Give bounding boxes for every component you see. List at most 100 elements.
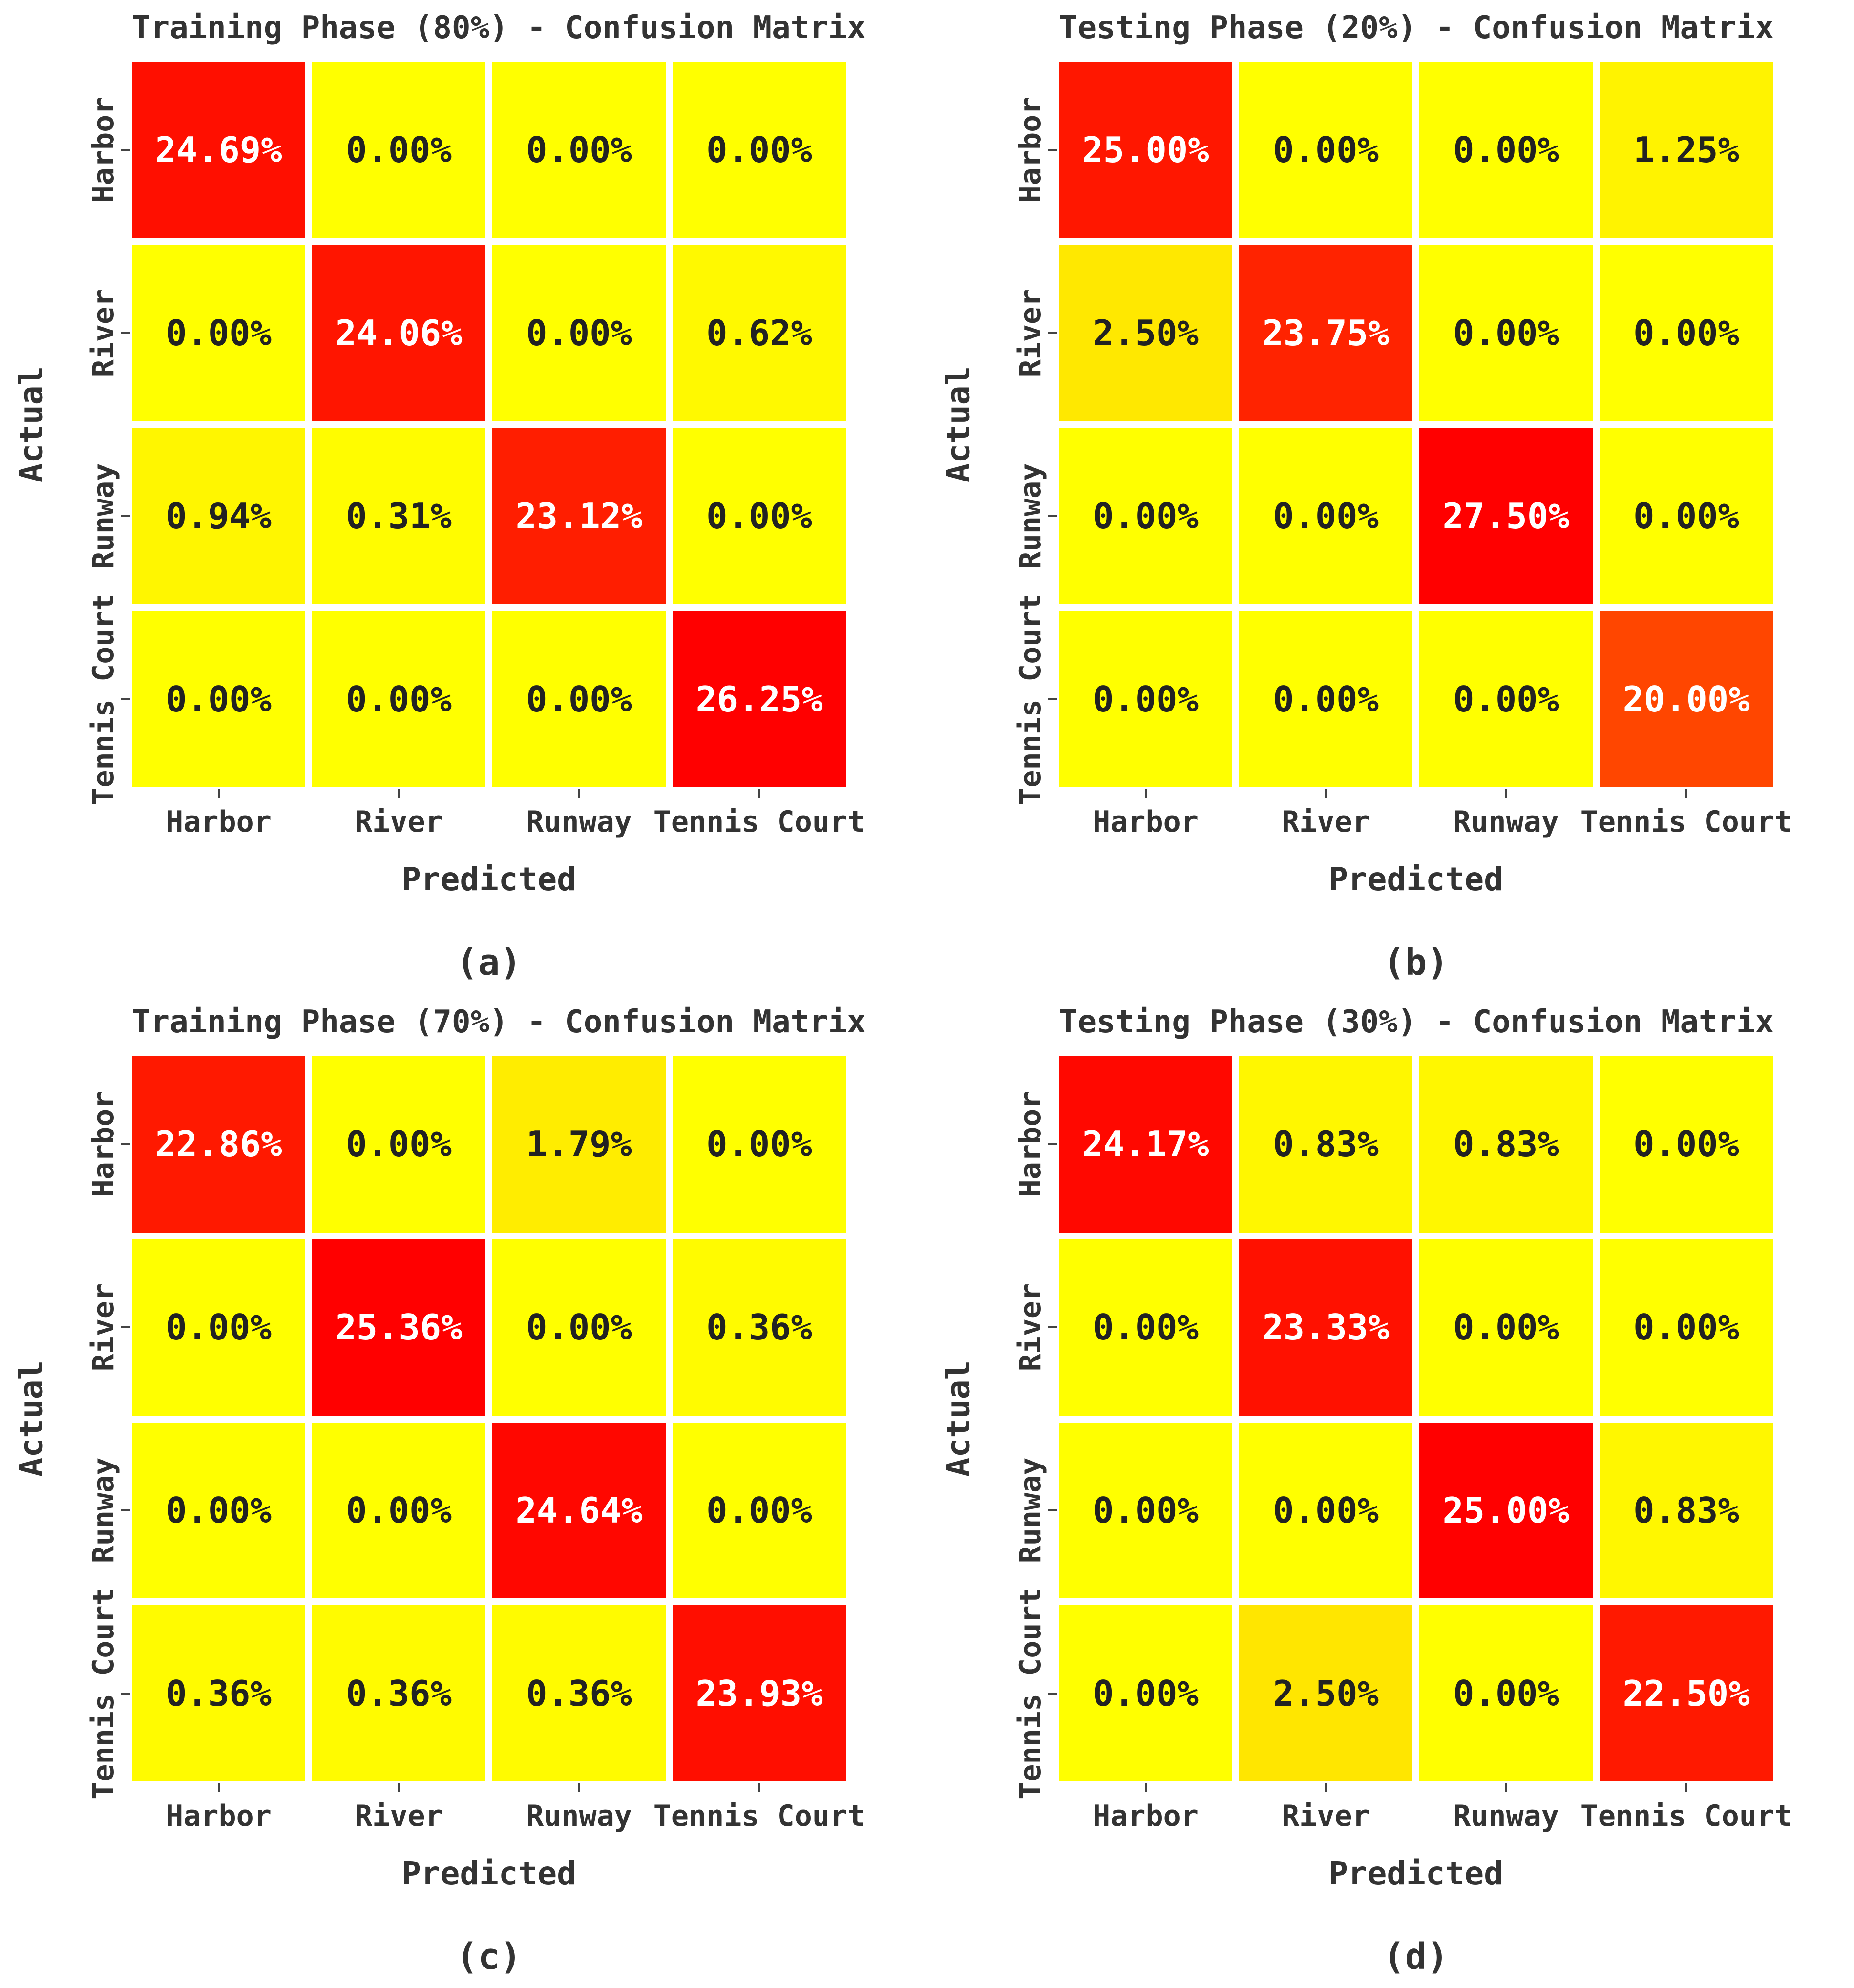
confusion-matrix-panel: Training Phase (70%) - Confusion Matrix … bbox=[0, 994, 927, 1988]
x-tick-mark bbox=[578, 789, 580, 798]
y-tick-label: Runway bbox=[86, 1457, 121, 1564]
heatmap-cell: 0.00% bbox=[1600, 1239, 1773, 1416]
cell-value: 0.00% bbox=[166, 313, 272, 354]
heatmap-cell: 0.00% bbox=[1419, 62, 1593, 238]
x-tick-label: Tennis Court bbox=[1580, 1799, 1792, 1833]
cell-value: 0.00% bbox=[526, 313, 632, 354]
cell-value: 0.00% bbox=[1453, 1673, 1559, 1714]
heatmap-cell: 0.00% bbox=[673, 1056, 846, 1233]
cell-value: 0.00% bbox=[1453, 129, 1559, 171]
x-tick-mark bbox=[1505, 789, 1507, 798]
heatmap-cell: 0.00% bbox=[1600, 428, 1773, 605]
cell-value: 1.25% bbox=[1633, 129, 1739, 171]
cell-value: 20.00% bbox=[1622, 678, 1750, 720]
cell-value: 0.00% bbox=[706, 1489, 812, 1531]
heatmap-cell: 0.00% bbox=[1239, 611, 1412, 787]
cell-value: 0.00% bbox=[166, 1307, 272, 1348]
heatmap-cell: 0.00% bbox=[1239, 428, 1412, 605]
y-tick-mark bbox=[121, 149, 130, 151]
chart-title: Testing Phase (20%) - Confusion Matrix bbox=[1059, 10, 1774, 46]
heatmap-cell: 23.93% bbox=[673, 1605, 846, 1781]
cell-value: 0.00% bbox=[346, 129, 452, 171]
panel-caption: (a) bbox=[456, 942, 522, 984]
cell-value: 25.00% bbox=[1442, 1489, 1570, 1531]
heatmap-cell: 0.00% bbox=[132, 1422, 305, 1599]
x-tick-mark bbox=[1144, 1783, 1147, 1792]
x-tick-mark bbox=[1144, 789, 1147, 798]
x-tick-label: Harbor bbox=[166, 805, 272, 839]
x-tick-label: River bbox=[355, 1799, 443, 1833]
chart-title: Training Phase (70%) - Confusion Matrix bbox=[132, 1004, 866, 1040]
x-tick-label: Harbor bbox=[1093, 805, 1199, 839]
cell-value: 0.36% bbox=[526, 1673, 632, 1714]
cell-value: 0.00% bbox=[1453, 313, 1559, 354]
x-axis-label: Predicted bbox=[1328, 1855, 1503, 1892]
heatmap-cell: 0.31% bbox=[312, 428, 485, 605]
cell-value: 0.00% bbox=[1633, 1307, 1739, 1348]
heatmap-cell: 0.00% bbox=[673, 1422, 846, 1599]
cell-value: 0.36% bbox=[166, 1673, 272, 1714]
heatmap-cell: 24.64% bbox=[492, 1422, 666, 1599]
cell-value: 0.36% bbox=[706, 1307, 812, 1348]
x-tick-label: Runway bbox=[1453, 805, 1559, 839]
heatmap-cell: 0.00% bbox=[1419, 1605, 1593, 1781]
cell-value: 24.69% bbox=[155, 129, 282, 171]
y-tick-mark bbox=[121, 332, 130, 335]
heatmap-grid: 24.69% 0.00% 0.00% 0.00% 0.00% 24.06% 0.00% 0.6… bbox=[132, 62, 846, 787]
cell-value: 23.33% bbox=[1262, 1307, 1390, 1348]
y-tick-label: Runway bbox=[1013, 463, 1048, 569]
y-tick-mark bbox=[121, 1143, 130, 1146]
cell-value: 0.00% bbox=[1093, 678, 1199, 720]
y-tick-label: Tennis Court bbox=[1013, 1587, 1048, 1800]
y-tick-mark bbox=[1048, 1692, 1057, 1695]
heatmap-cell: 0.00% bbox=[1059, 1422, 1232, 1599]
cell-value: 2.50% bbox=[1093, 313, 1199, 354]
x-tick-label: River bbox=[1282, 1799, 1370, 1833]
y-axis-label: Actual bbox=[12, 366, 50, 483]
cell-value: 0.00% bbox=[526, 678, 632, 720]
y-tick-mark bbox=[1048, 149, 1057, 151]
x-axis-label: Predicted bbox=[1328, 860, 1503, 898]
cell-value: 2.50% bbox=[1273, 1673, 1379, 1714]
cell-value: 0.00% bbox=[1633, 495, 1739, 537]
heatmap-cell: 1.25% bbox=[1600, 62, 1773, 238]
heatmap-cell: 27.50% bbox=[1419, 428, 1593, 605]
heatmap-cell: 24.06% bbox=[312, 245, 485, 421]
panel-caption: (b) bbox=[1383, 942, 1449, 984]
cell-value: 0.00% bbox=[1093, 1489, 1199, 1531]
heatmap-grid: 22.86% 0.00% 1.79% 0.00% 0.00% 25.36% 0.00% 0.3… bbox=[132, 1056, 846, 1781]
x-tick-mark bbox=[1685, 1783, 1687, 1792]
heatmap-cell: 0.00% bbox=[1059, 611, 1232, 787]
y-tick-mark bbox=[1048, 332, 1057, 335]
heatmap-cell: 0.00% bbox=[1239, 1422, 1412, 1599]
x-axis-label: Predicted bbox=[401, 860, 576, 898]
heatmap-cell: 22.86% bbox=[132, 1056, 305, 1233]
y-tick-label: Tennis Court bbox=[1013, 593, 1048, 805]
cell-value: 0.00% bbox=[346, 678, 452, 720]
confusion-matrix-panel: Testing Phase (30%) - Confusion Matrix A… bbox=[927, 994, 1854, 1988]
heatmap-cell: 0.00% bbox=[312, 1422, 485, 1599]
cell-value: 0.00% bbox=[1633, 1124, 1739, 1165]
heatmap-cell: 20.00% bbox=[1600, 611, 1773, 787]
cell-value: 22.86% bbox=[155, 1124, 282, 1165]
heatmap-cell: 0.62% bbox=[673, 245, 846, 421]
panel-caption: (d) bbox=[1383, 1936, 1449, 1978]
y-tick-mark bbox=[121, 515, 130, 517]
y-tick-label: Harbor bbox=[86, 97, 121, 203]
cell-value: 25.00% bbox=[1082, 129, 1209, 171]
y-tick-mark bbox=[1048, 698, 1057, 700]
heatmap-cell: 0.00% bbox=[1059, 1605, 1232, 1781]
x-tick-mark bbox=[217, 1783, 220, 1792]
y-tick-label: River bbox=[1013, 1283, 1048, 1372]
cell-value: 24.17% bbox=[1082, 1124, 1209, 1165]
cell-value: 0.00% bbox=[526, 129, 632, 171]
chart-title: Testing Phase (30%) - Confusion Matrix bbox=[1059, 1004, 1774, 1040]
x-tick-label: Tennis Court bbox=[653, 805, 865, 839]
x-tick-label: River bbox=[1282, 805, 1370, 839]
y-tick-label: Tennis Court bbox=[86, 593, 121, 805]
confusion-matrix-panel: Testing Phase (20%) - Confusion Matrix A… bbox=[927, 0, 1854, 994]
x-tick-label: Harbor bbox=[1093, 1799, 1199, 1833]
x-tick-mark bbox=[1325, 789, 1327, 798]
cell-value: 0.00% bbox=[526, 1307, 632, 1348]
x-tick-label: Runway bbox=[526, 805, 632, 839]
